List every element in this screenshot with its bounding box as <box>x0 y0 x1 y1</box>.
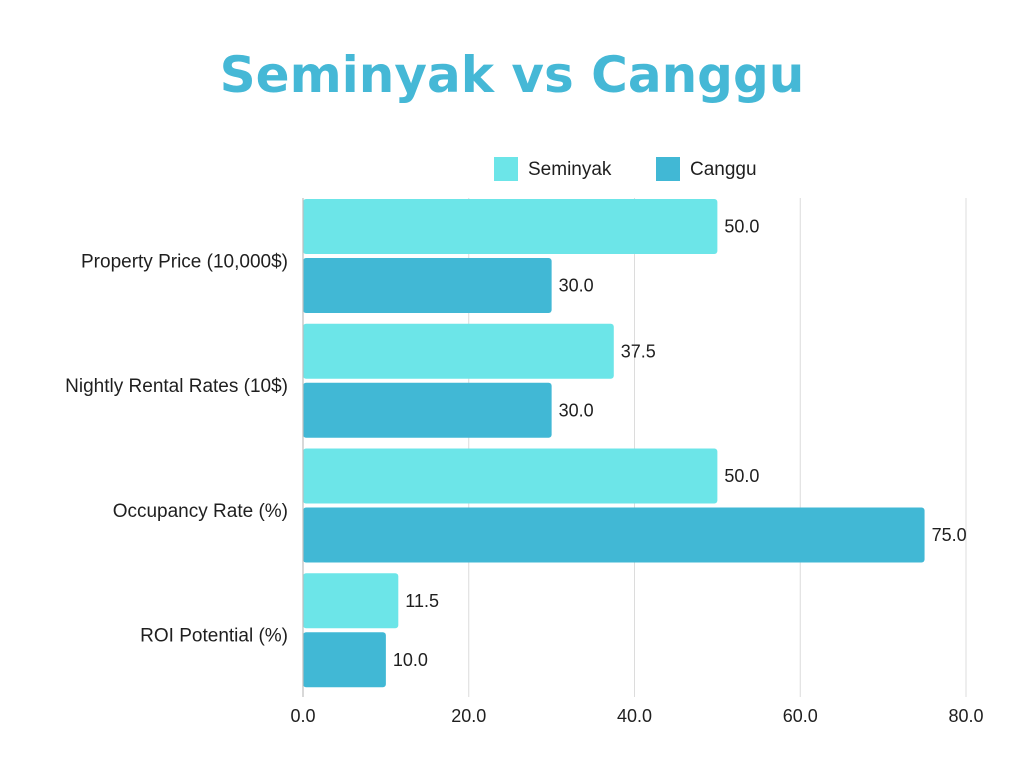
bar-canggu <box>303 507 925 563</box>
bar-seminyak <box>303 573 399 629</box>
bar-seminyak <box>303 448 718 504</box>
data-label: 50.0 <box>724 217 759 237</box>
legend-label: Canggu <box>690 159 757 180</box>
x-tick-label: 60.0 <box>783 706 818 726</box>
labels: 0.0 20.0 40.0 60.0 80.0 50.0 30.0 Property Pric… <box>65 217 983 727</box>
data-label: 11.5 <box>405 591 439 611</box>
data-label: 30.0 <box>559 400 594 420</box>
x-tick-label: 20.0 <box>451 706 486 726</box>
x-tick-label: 0.0 <box>290 706 315 726</box>
legend: Seminyak Canggu <box>494 157 757 181</box>
data-label: 37.5 <box>621 341 656 361</box>
data-label: 30.0 <box>559 276 594 296</box>
bar-canggu <box>303 632 386 688</box>
data-label: 50.0 <box>724 466 759 486</box>
x-tick-label: 80.0 <box>948 706 983 726</box>
data-label: 10.0 <box>393 650 428 670</box>
bar-canggu <box>303 258 552 313</box>
bar-canggu <box>303 382 552 438</box>
y-category-label: ROI Potential (%) <box>140 626 288 647</box>
bar-seminyak <box>303 323 614 379</box>
x-tick-label: 40.0 <box>617 706 652 726</box>
chart-title: Seminyak vs Canggu <box>219 46 805 104</box>
data-label: 75.0 <box>932 525 967 545</box>
y-category-label: Property Price (10,000$) <box>81 251 288 272</box>
bars <box>303 199 925 688</box>
legend-swatch <box>656 157 680 181</box>
y-category-label: Occupancy Rate (%) <box>113 501 288 522</box>
y-category-label: Nightly Rental Rates (10$) <box>65 376 288 397</box>
legend-label: Seminyak <box>528 159 612 180</box>
bar-seminyak <box>303 199 718 254</box>
legend-swatch <box>494 157 518 181</box>
